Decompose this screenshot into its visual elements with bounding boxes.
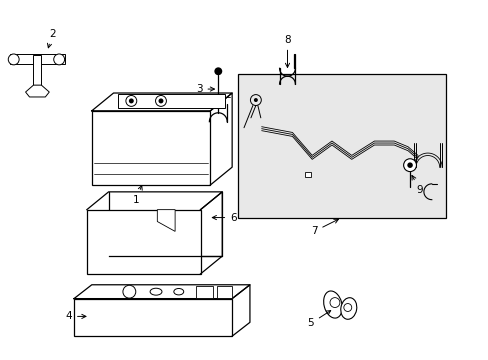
Text: 4: 4 (65, 311, 86, 321)
Text: 9: 9 (411, 175, 423, 195)
Bar (87, 210, 200, 274)
Circle shape (403, 159, 416, 172)
Circle shape (54, 54, 64, 65)
Circle shape (343, 303, 351, 311)
Ellipse shape (340, 298, 356, 319)
Circle shape (129, 98, 134, 103)
Circle shape (329, 298, 339, 307)
Polygon shape (25, 85, 49, 97)
Bar (92, 111, 210, 185)
Circle shape (122, 285, 136, 298)
Bar (74, 298, 232, 336)
Bar (305, 172, 310, 177)
Circle shape (8, 54, 19, 65)
Bar (238, 74, 445, 217)
Circle shape (125, 95, 137, 106)
Bar (118, 94, 225, 108)
Text: 2: 2 (47, 29, 56, 48)
Text: 5: 5 (307, 311, 330, 328)
Ellipse shape (323, 291, 342, 318)
Circle shape (158, 98, 163, 103)
Ellipse shape (173, 288, 183, 295)
Bar (10, 54, 65, 64)
Polygon shape (157, 210, 175, 231)
Circle shape (155, 95, 166, 106)
Text: 7: 7 (310, 219, 338, 237)
Circle shape (253, 98, 257, 102)
Bar (217, 286, 232, 298)
Bar (33, 55, 41, 85)
Text: 3: 3 (196, 84, 214, 94)
Text: 6: 6 (212, 212, 236, 222)
Bar (195, 286, 213, 298)
Circle shape (214, 67, 222, 75)
Text: 8: 8 (284, 35, 290, 67)
Ellipse shape (150, 288, 162, 295)
Text: 1: 1 (133, 186, 142, 205)
Circle shape (407, 162, 412, 168)
